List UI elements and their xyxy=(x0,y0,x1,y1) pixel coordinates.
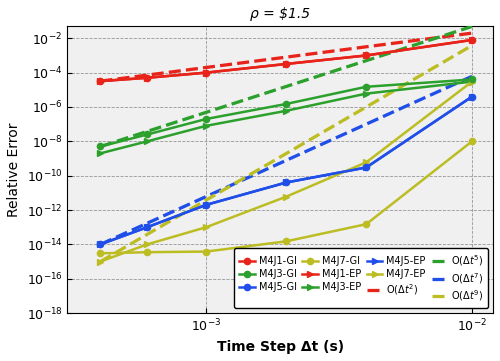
M4J7-EP xyxy=(364,160,370,165)
M4J5-EP xyxy=(203,203,209,207)
M4J3-GI xyxy=(469,77,475,82)
M4J3-EP xyxy=(203,123,209,128)
M4J5-GI xyxy=(284,180,290,185)
M4J7-GI xyxy=(144,250,150,255)
X-axis label: Time Step Δt (s): Time Step Δt (s) xyxy=(216,340,344,354)
M4J5-EP xyxy=(144,225,150,229)
M4J3-EP xyxy=(364,91,370,96)
M4J1-GI xyxy=(203,70,209,75)
M4J3-GI xyxy=(144,132,150,137)
M4J5-EP xyxy=(98,242,103,247)
M4J5-GI xyxy=(364,165,370,170)
M4J1-GI xyxy=(364,53,370,58)
M4J1-EP xyxy=(203,70,209,75)
M4J7-GI xyxy=(364,222,370,226)
Line: M4J7-EP: M4J7-EP xyxy=(98,78,475,265)
M4J3-GI xyxy=(98,144,103,149)
M4J5-EP xyxy=(284,180,290,185)
M4J5-EP xyxy=(469,95,475,99)
M4J1-GI xyxy=(284,62,290,66)
M4J1-EP xyxy=(364,53,370,58)
M4J3-GI xyxy=(203,117,209,121)
M4J7-GI xyxy=(203,249,209,254)
M4J7-GI xyxy=(469,139,475,143)
M4J3-EP xyxy=(284,109,290,113)
Legend: M4J1-GI, M4J3-GI, M4J5-GI, M4J7-GI, M4J1-EP, M4J3-EP, M4J5-EP, M4J7-EP, O($\Delt: M4J1-GI, M4J3-GI, M4J5-GI, M4J7-GI, M4J1… xyxy=(234,248,488,308)
M4J7-GI xyxy=(284,239,290,243)
Line: M4J5-EP: M4J5-EP xyxy=(98,93,475,248)
Line: M4J1-EP: M4J1-EP xyxy=(98,37,475,84)
M4J1-EP xyxy=(469,38,475,42)
M4J3-GI xyxy=(364,84,370,89)
M4J7-EP xyxy=(144,242,150,247)
Y-axis label: Relative Error: Relative Error xyxy=(7,122,21,217)
M4J5-GI xyxy=(469,95,475,99)
M4J7-EP xyxy=(203,225,209,229)
Line: M4J1-GI: M4J1-GI xyxy=(98,37,475,84)
M4J3-GI xyxy=(284,102,290,106)
Line: M4J3-EP: M4J3-EP xyxy=(98,78,475,156)
M4J1-GI xyxy=(144,75,150,80)
Title: ρ = $1.5: ρ = $1.5 xyxy=(250,7,310,21)
M4J3-EP xyxy=(144,139,150,143)
M4J3-EP xyxy=(469,79,475,84)
Line: M4J5-GI: M4J5-GI xyxy=(98,93,475,248)
Line: M4J7-GI: M4J7-GI xyxy=(98,138,475,256)
M4J7-EP xyxy=(284,195,290,199)
M4J1-GI xyxy=(98,79,103,83)
M4J1-EP xyxy=(284,62,290,66)
M4J1-GI xyxy=(469,38,475,42)
M4J5-GI xyxy=(203,203,209,207)
M4J5-GI xyxy=(98,242,103,247)
M4J1-EP xyxy=(98,79,103,83)
M4J5-EP xyxy=(364,165,370,170)
M4J3-EP xyxy=(98,151,103,156)
M4J7-EP xyxy=(469,79,475,84)
M4J1-EP xyxy=(144,75,150,80)
M4J7-EP xyxy=(98,259,103,264)
M4J5-GI xyxy=(144,225,150,229)
M4J7-GI xyxy=(98,251,103,256)
Line: M4J3-GI: M4J3-GI xyxy=(98,76,475,149)
